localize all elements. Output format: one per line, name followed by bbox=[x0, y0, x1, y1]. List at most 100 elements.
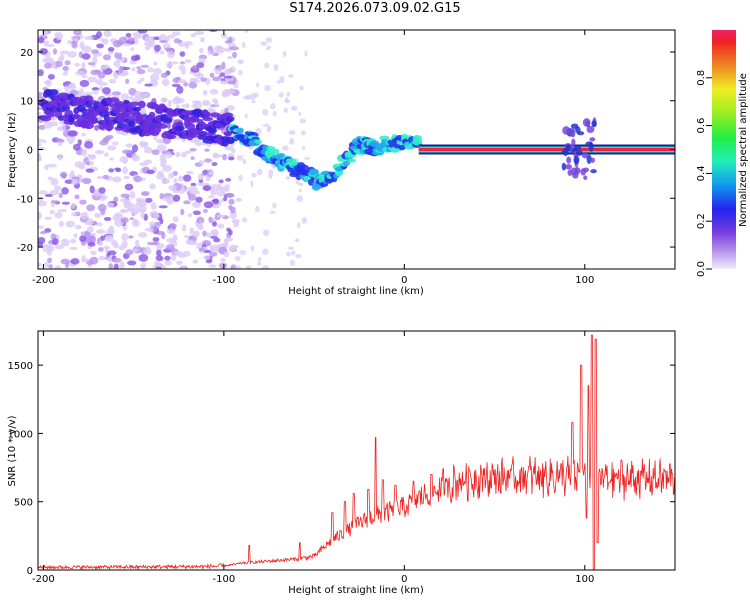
ridge-blob bbox=[295, 172, 302, 181]
noise-blob bbox=[232, 221, 239, 228]
noise-blob bbox=[173, 250, 183, 256]
noise-blob bbox=[285, 176, 291, 180]
noise-blob bbox=[49, 121, 59, 127]
ridge-blob bbox=[197, 130, 208, 136]
colorbar-gradient bbox=[712, 30, 736, 269]
noise-blob bbox=[225, 192, 235, 198]
ridge-blob bbox=[224, 131, 232, 137]
noise-blob bbox=[108, 168, 115, 173]
noise-blob bbox=[166, 228, 176, 235]
noise-blob bbox=[74, 225, 82, 230]
noise-blob bbox=[223, 75, 233, 79]
noise-blob bbox=[47, 163, 57, 168]
noise-blob bbox=[107, 250, 117, 256]
noise-blob bbox=[304, 156, 311, 161]
noise-blob bbox=[167, 34, 176, 39]
noise-blob bbox=[94, 212, 101, 218]
noise-blob bbox=[125, 32, 132, 38]
noise-blob bbox=[212, 198, 220, 205]
noise-blob bbox=[168, 172, 175, 179]
noise-blob bbox=[304, 50, 308, 57]
noise-blob bbox=[107, 46, 115, 52]
noise-blob bbox=[278, 92, 284, 98]
noise-blob bbox=[223, 251, 230, 258]
noise-blob bbox=[114, 51, 119, 59]
noise-blob bbox=[135, 197, 142, 203]
noise-blob bbox=[216, 191, 227, 197]
noise-blob bbox=[241, 41, 246, 48]
noise-blob bbox=[190, 33, 197, 38]
noise-blob bbox=[202, 185, 212, 192]
ridge-blob bbox=[48, 89, 59, 96]
noise-blob bbox=[283, 107, 288, 114]
noise-blob bbox=[50, 200, 60, 204]
noise-blob bbox=[89, 232, 96, 236]
noise-blob bbox=[256, 261, 262, 266]
noise-blob bbox=[168, 223, 177, 229]
noise-blob bbox=[175, 104, 180, 109]
noise-blob bbox=[40, 230, 47, 235]
noise-blob bbox=[288, 74, 294, 78]
noise-blob bbox=[49, 189, 60, 196]
noise-blob bbox=[262, 123, 270, 127]
noise-blob bbox=[81, 45, 92, 54]
noise-blob bbox=[121, 233, 129, 241]
noise-blob bbox=[95, 229, 106, 234]
ridge-blob bbox=[123, 110, 131, 118]
spectrogram-ylabel: Frequency (Hz) bbox=[7, 112, 18, 188]
noise-blob bbox=[102, 87, 111, 95]
noise-blob bbox=[74, 62, 81, 67]
colorbar-label: Normalized spectral amplitude bbox=[738, 73, 749, 227]
noise-blob bbox=[178, 175, 184, 182]
noise-blob bbox=[38, 236, 46, 244]
noise-blob bbox=[64, 85, 70, 93]
noise-blob bbox=[128, 96, 135, 101]
noise-blob bbox=[43, 261, 50, 268]
noise-blob bbox=[144, 45, 151, 51]
noise-blob bbox=[164, 255, 171, 261]
noise-blob bbox=[122, 166, 128, 175]
noise-blob bbox=[153, 61, 158, 66]
ridge-blob bbox=[127, 120, 136, 127]
noise-blob bbox=[72, 143, 81, 151]
disturbance-blob bbox=[590, 169, 597, 174]
noise-blob bbox=[84, 140, 94, 149]
noise-blob bbox=[202, 89, 208, 96]
noise-blob bbox=[96, 175, 104, 180]
noise-blob bbox=[238, 174, 243, 182]
ridge-blob bbox=[272, 148, 280, 155]
noise-blob bbox=[237, 59, 244, 65]
x-tick-label: -200 bbox=[32, 574, 55, 585]
noise-blob bbox=[257, 168, 263, 176]
noise-blob bbox=[285, 251, 291, 257]
noise-blob bbox=[100, 235, 106, 241]
noise-blob bbox=[60, 238, 70, 247]
noise-blob bbox=[85, 161, 91, 165]
disturbance-blob bbox=[582, 167, 590, 173]
noise-blob bbox=[94, 149, 105, 155]
noise-blob bbox=[244, 113, 248, 119]
noise-blob bbox=[180, 208, 185, 216]
noise-blob bbox=[44, 216, 53, 220]
noise-blob bbox=[217, 223, 225, 229]
noise-blob bbox=[131, 144, 139, 153]
noise-blob bbox=[208, 171, 214, 176]
noise-blob bbox=[109, 157, 115, 161]
noise-blob bbox=[79, 199, 87, 205]
ridge-blob bbox=[202, 116, 214, 122]
ridge-blob bbox=[226, 139, 235, 144]
noise-blob bbox=[208, 30, 218, 33]
noise-blob bbox=[209, 245, 215, 252]
disturbance-blob bbox=[590, 157, 595, 163]
noise-blob bbox=[195, 196, 203, 203]
noise-blob bbox=[52, 238, 59, 246]
y-tick-label: 500 bbox=[14, 498, 33, 509]
noise-blob bbox=[171, 31, 181, 36]
ridge-blob bbox=[123, 99, 131, 106]
noise-blob bbox=[167, 50, 175, 59]
ridge-blob bbox=[398, 144, 406, 151]
noise-blob bbox=[133, 175, 143, 183]
noise-blob bbox=[160, 72, 168, 79]
noise-blob bbox=[119, 156, 129, 163]
